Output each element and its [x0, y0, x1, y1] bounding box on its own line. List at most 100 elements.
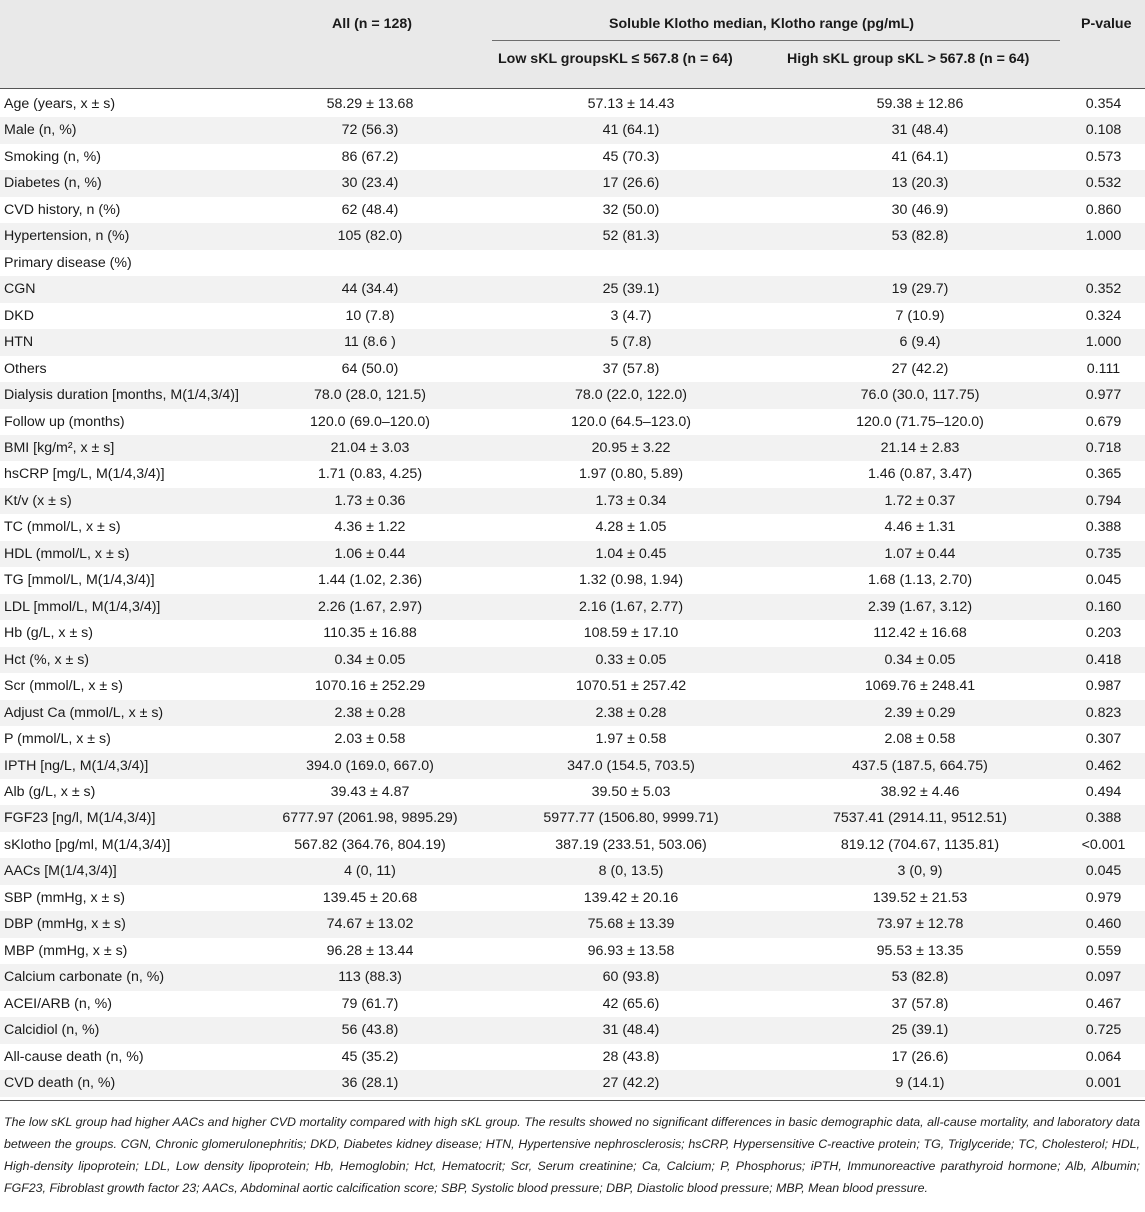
- row-label: IPTH [ng/L, M(1/4,3/4)]: [4, 757, 149, 774]
- cell-all: 4.36 ± 1.22: [334, 519, 406, 536]
- row-label: BMI [kg/m², x ± s]: [4, 439, 115, 456]
- cell-p-value: 0.823: [1085, 704, 1122, 721]
- cell-all: 1.73 ± 0.36: [334, 492, 406, 509]
- table-row: MBP (mmHg, x ± s) 96.28 ± 13.44 96.93 ± 13…: [0, 938, 1145, 965]
- table-row: SBP (mmHg, x ± s) 139.45 ± 20.68 139.42 ± …: [0, 885, 1145, 912]
- cell-low-skl: 42 (65.6): [602, 995, 660, 1012]
- table-row: sKlotho [pg/ml, M(1/4,3/4)] 567.82 (364.7…: [0, 832, 1145, 859]
- header-rule: [0, 88, 1145, 89]
- table-row: DBP (mmHg, x ± s) 74.67 ± 13.02 75.68 ± 13…: [0, 911, 1145, 938]
- cell-p-value: 0.160: [1085, 598, 1122, 615]
- table-row: Male (n, %) 72 (56.3) 41 (64.1) 31 (48.4) 0.…: [0, 117, 1145, 144]
- row-label: Calcidiol (n, %): [4, 1022, 100, 1039]
- cell-all: 21.04 ± 3.03: [330, 439, 410, 456]
- cell-p-value: 0.462: [1085, 757, 1122, 774]
- cell-high-skl: 0.34 ± 0.05: [884, 651, 956, 668]
- cell-high-skl: 819.12 (704.67, 1135.81): [840, 836, 1000, 853]
- cell-high-skl: 7 (10.9): [895, 307, 945, 324]
- cell-low-skl: 8 (0, 13.5): [598, 863, 664, 880]
- header-soluble-klotho: Soluble Klotho median, Klotho range (pg/…: [609, 16, 915, 32]
- cell-all: 113 (88.3): [338, 969, 402, 986]
- row-label: Calcium carbonate (n, %): [4, 969, 165, 986]
- cell-p-value: 0.388: [1085, 810, 1122, 827]
- cell-high-skl: 2.39 ± 0.29: [884, 704, 956, 721]
- cell-low-skl: 32 (50.0): [602, 201, 660, 218]
- header-low-skl: Low sKL groupsKL ≤ 567.8 (n = 64): [498, 51, 733, 67]
- cell-high-skl: 3 (0, 9): [897, 863, 943, 880]
- cell-high-skl: 21.14 ± 2.83: [880, 439, 960, 456]
- cell-all: 1.44 (1.02, 2.36): [317, 572, 423, 589]
- row-label: FGF23 [ng/l, M(1/4,3/4)]: [4, 810, 156, 827]
- row-label: Kt/v (x ± s): [4, 492, 72, 509]
- table-row: P (mmol/L, x ± s) 2.03 ± 0.58 1.97 ± 0.58 2…: [0, 726, 1145, 753]
- cell-all: 6777.97 (2061.98, 9895.29): [282, 810, 458, 827]
- cell-high-skl: 76.0 (30.0, 117.75): [860, 387, 980, 404]
- cell-high-skl: 31 (48.4): [891, 122, 949, 139]
- row-label: Dialysis duration [months, M(1/4,3/4)]: [4, 387, 239, 404]
- cell-low-skl: 27 (42.2): [602, 1075, 660, 1092]
- header-group-rule: [492, 40, 1060, 41]
- cell-p-value: 0.559: [1085, 942, 1122, 959]
- cell-high-skl: 19 (29.7): [891, 281, 949, 298]
- cell-high-skl: 1069.76 ± 248.41: [864, 678, 976, 695]
- row-label: CGN: [4, 281, 36, 298]
- cell-p-value: 0.977: [1085, 387, 1122, 404]
- row-label: HDL (mmol/L, x ± s): [4, 545, 130, 562]
- cell-p-value: 0.532: [1085, 175, 1122, 192]
- cell-all: 30 (23.4): [341, 175, 399, 192]
- cell-high-skl: 112.42 ± 16.68: [873, 625, 967, 642]
- cell-p-value: 0.203: [1085, 625, 1122, 642]
- cell-high-skl: 6 (9.4): [899, 334, 941, 351]
- table-footnote: The low sKL group had higher AACs and hi…: [4, 1115, 1140, 1195]
- cell-low-skl: 1.73 ± 0.34: [595, 492, 667, 509]
- cell-all: 36 (28.1): [341, 1075, 399, 1092]
- row-label: Age (years, x ± s): [4, 96, 116, 112]
- cell-all: 2.38 ± 0.28: [334, 704, 406, 721]
- cell-p-value: 0.460: [1085, 916, 1122, 933]
- cell-low-skl: 57.13 ± 14.43: [587, 96, 675, 112]
- table-row: Age (years, x ± s) 58.29 ± 13.68 57.13 ± 1…: [0, 91, 1145, 118]
- cell-p-value: 0.365: [1085, 466, 1122, 483]
- row-label: sKlotho [pg/ml, M(1/4,3/4)]: [4, 836, 171, 853]
- cell-high-skl: 30 (46.9): [891, 201, 949, 218]
- cell-low-skl: 45 (70.3): [602, 148, 660, 165]
- cell-high-skl: 4.46 ± 1.31: [884, 519, 956, 536]
- cell-high-skl: 73.97 ± 12.78: [876, 916, 964, 933]
- cell-low-skl: 20.95 ± 3.22: [591, 439, 671, 456]
- cell-all: 2.03 ± 0.58: [334, 731, 406, 748]
- cell-high-skl: 9 (14.1): [895, 1075, 945, 1092]
- cell-p-value: 0.418: [1085, 651, 1122, 668]
- cell-low-skl: 5977.77 (1506.80, 9999.71): [543, 810, 719, 827]
- table-row: FGF23 [ng/l, M(1/4,3/4)] 6777.97 (2061.98…: [0, 805, 1145, 832]
- cell-p-value: 0.679: [1085, 413, 1122, 430]
- row-label: HTN: [4, 334, 34, 351]
- cell-high-skl: 120.0 (71.75–120.0): [856, 413, 984, 430]
- table-row: Adjust Ca (mmol/L, x ± s) 2.38 ± 0.28 2.38…: [0, 699, 1145, 727]
- cell-low-skl: 41 (64.1): [602, 122, 660, 139]
- cell-low-skl: 96.93 ± 13.58: [587, 942, 675, 959]
- row-label: Follow up (months): [4, 413, 125, 430]
- cell-p-value: 0.987: [1085, 678, 1122, 695]
- cell-p-value: 1.000: [1085, 228, 1122, 245]
- cell-low-skl: 120.0 (64.5–123.0): [571, 413, 691, 430]
- row-label: Alb (g/L, x ± s): [4, 783, 96, 800]
- cell-all: 110.35 ± 16.88: [323, 625, 417, 642]
- table-header: [0, 0, 1145, 88]
- table-row: Primary disease (%): [0, 250, 1145, 277]
- cell-low-skl: 5 (7.8): [610, 334, 652, 351]
- cell-all: 139.45 ± 20.68: [322, 889, 418, 906]
- cell-low-skl: 1.97 (0.80, 5.89): [578, 466, 684, 483]
- cell-low-skl: 4.28 ± 1.05: [595, 519, 667, 536]
- cell-p-value: 1.000: [1085, 334, 1122, 351]
- table-row: Alb (g/L, x ± s) 39.43 ± 4.87 39.50 ± 5.03…: [0, 779, 1145, 806]
- cell-low-skl: 52 (81.3): [602, 228, 660, 245]
- cell-low-skl: 108.59 ± 17.10: [583, 625, 679, 642]
- row-label: Others: [4, 360, 47, 377]
- row-label: Scr (mmol/L, x ± s): [4, 678, 123, 695]
- cell-all: 0.34 ± 0.05: [334, 651, 406, 668]
- table-row: TC (mmol/L, x ± s) 4.36 ± 1.22 4.28 ± 1.05…: [0, 514, 1145, 541]
- cell-p-value: <0.001: [1081, 836, 1126, 853]
- row-label: Hct (%, x ± s): [4, 651, 90, 668]
- cell-all: 72 (56.3): [341, 122, 399, 139]
- cell-p-value: 0.045: [1085, 863, 1122, 880]
